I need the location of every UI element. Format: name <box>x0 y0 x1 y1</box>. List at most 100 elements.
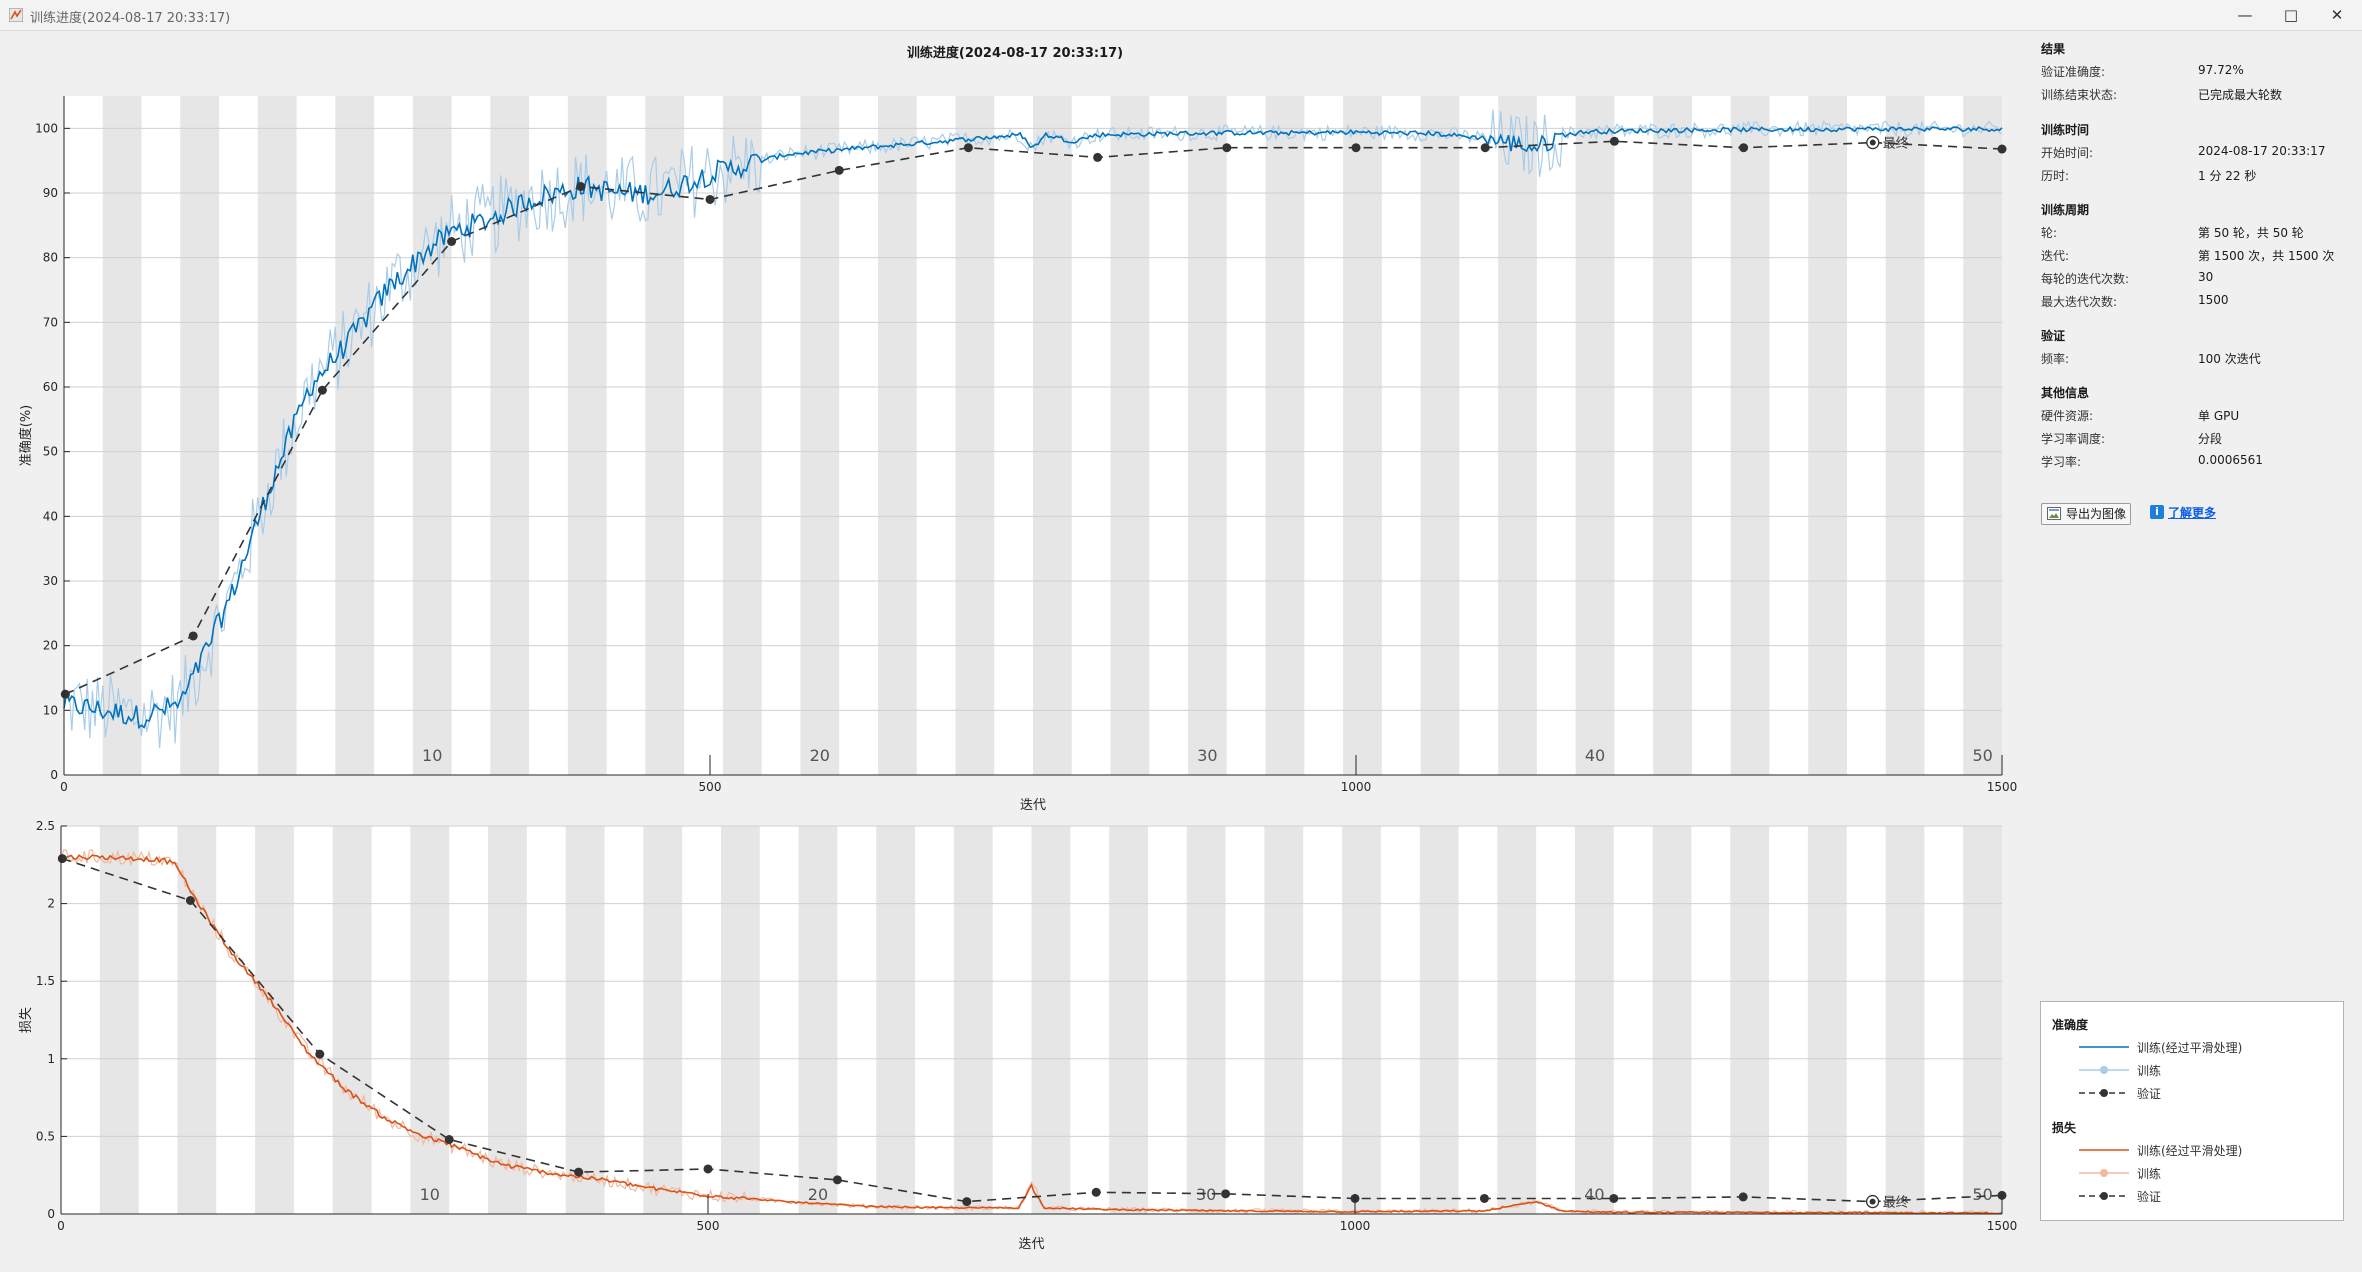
lr-schedule-label: 学习率调度: <box>2041 432 2106 446</box>
acc-epoch-band <box>1033 96 1072 775</box>
acc-epoch-label: 30 <box>1197 746 1217 765</box>
loss-epoch-band <box>720 826 760 1214</box>
loss-epoch-label: 50 <box>1972 1185 1992 1204</box>
legend: 准确度 训练(经过平滑处理) 训练 验证 损失 训练(经过平滑处理) 训练 验证 <box>2040 1001 2344 1221</box>
acc-epoch-band <box>1188 96 1227 775</box>
maximize-icon: □ <box>2283 6 2299 24</box>
export-image-button[interactable]: 导出为图像 <box>2041 503 2131 525</box>
acc-y-tick-label: 20 <box>43 639 58 653</box>
training-charts: 训练进度(2024-08-17 20:33:17)10 20 30 40 50最终010… <box>18 45 2017 1252</box>
acc-epoch-band <box>1963 96 2002 775</box>
loss-epoch-band <box>410 826 450 1214</box>
acc-validation-point <box>834 165 844 175</box>
loss-validation-point <box>1609 1193 1619 1203</box>
acc-epoch-band <box>1420 96 1460 775</box>
end-state-value: 已完成最大轮数 <box>2198 88 2283 102</box>
acc-epoch-band <box>722 96 762 775</box>
window-title: 训练进度(2024-08-17 20:33:17) <box>30 11 231 26</box>
acc-train-smoothed-line <box>63 125 2003 730</box>
matlab-icon <box>9 8 23 22</box>
legend-accuracy-smoothed-label: 训练(经过平滑处理) <box>2137 1041 2243 1055</box>
acc-validation-point <box>705 194 715 204</box>
acc-validation-point <box>1480 143 1490 153</box>
loss-epoch-band <box>1574 826 1614 1214</box>
maximize-button[interactable]: □ <box>2268 0 2314 30</box>
acc-validation-point <box>1222 143 1232 153</box>
loss-epoch-band <box>488 826 527 1214</box>
iterations-per-epoch-label: 每轮的迭代次数: <box>2041 272 2130 286</box>
loss-epoch-label: 40 <box>1584 1185 1604 1204</box>
title-bar: 训练进度(2024-08-17 20:33:17) — □ ✕ <box>0 0 2362 31</box>
image-export-icon <box>2047 507 2061 520</box>
loss-epoch-band <box>1109 826 1148 1214</box>
validation-accuracy-label: 验证准确度: <box>2041 65 2106 79</box>
loss-epoch-band <box>1652 826 1692 1214</box>
acc-y-axis-label: 准确度(%) <box>18 405 34 467</box>
legend-loss-smoothed-swatch <box>2079 1149 2129 1151</box>
acc-final-label: 最终 <box>1883 136 1909 152</box>
loss-y-tick-label: 2 <box>47 897 55 911</box>
acc-y-tick-label: 80 <box>43 251 58 265</box>
minimize-button[interactable]: — <box>2222 0 2268 30</box>
elapsed-label: 历时: <box>2041 169 2070 183</box>
loss-validation-point <box>703 1164 713 1174</box>
acc-validation-point <box>317 385 327 395</box>
loss-epoch-band <box>1342 826 1381 1214</box>
acc-epoch-band <box>1498 96 1537 775</box>
loss-final-marker-dot <box>1869 1198 1876 1205</box>
acc-epoch-band <box>490 96 530 775</box>
acc-epoch-band <box>1808 96 1847 775</box>
plot-panel: 训练进度(2024-08-17 20:33:17) 10 20 30 40 50 最终 0 10… <box>0 31 2030 1272</box>
minimize-icon: — <box>2237 6 2253 24</box>
training-cycle-title: 训练周期 <box>2041 203 2090 217</box>
loss-validation-point <box>185 895 195 905</box>
acc-x-tick-label: 0 <box>60 780 68 794</box>
loss-validation-point <box>1221 1189 1231 1199</box>
acc-y-tick-label: 50 <box>43 445 58 459</box>
legend-accuracy-smoothed-swatch <box>2079 1046 2129 1048</box>
close-button[interactable]: ✕ <box>2314 0 2360 30</box>
legend-accuracy-validation-label: 验证 <box>2137 1087 2162 1101</box>
legend-loss-train-swatch <box>2079 1169 2129 1177</box>
acc-epoch-label: 50 <box>1972 746 1992 765</box>
export-image-label: 导出为图像 <box>2066 507 2127 521</box>
loss-validation-point <box>574 1167 584 1177</box>
epoch-label: 轮: <box>2041 226 2058 240</box>
acc-validation-point <box>963 143 973 153</box>
results-title: 结果 <box>2041 42 2066 56</box>
legend-accuracy-train-swatch <box>2079 1066 2129 1074</box>
acc-epoch-band <box>1265 96 1305 775</box>
loss-y-tick-label: 1 <box>47 1052 55 1066</box>
acc-epoch-band <box>567 96 607 775</box>
acc-epoch-band <box>1730 96 1770 775</box>
other-info-title: 其他信息 <box>2041 386 2090 400</box>
acc-y-tick-label: 40 <box>43 509 58 523</box>
loss-y-tick-label: 1.5 <box>36 974 55 988</box>
acc-epoch-band <box>1885 96 1925 775</box>
legend-accuracy-title: 准确度 <box>2052 1018 2089 1032</box>
acc-validation-point <box>60 689 70 699</box>
figure-title: 训练进度(2024-08-17 20:33:17) <box>907 45 1123 61</box>
loss-epoch-band <box>1963 826 2002 1214</box>
loss-train-smoothed-line <box>60 854 2003 1215</box>
acc-epoch-band <box>955 96 995 775</box>
loss-validation-point <box>57 854 67 864</box>
learn-more-link[interactable]: 了解更多 <box>2168 506 2217 520</box>
iteration-label: 迭代: <box>2041 249 2070 263</box>
loss-x-tick-label: 500 <box>697 1219 720 1233</box>
loss-epoch-band <box>1264 826 1304 1214</box>
loss-epoch-band <box>565 826 605 1214</box>
acc-epoch-label: 20 <box>810 746 830 765</box>
loss-epoch-band <box>1419 826 1459 1214</box>
training-time-title: 训练时间 <box>2041 123 2090 137</box>
acc-x-axis-label: 迭代 <box>1020 798 1046 813</box>
acc-epoch-band <box>1653 96 1692 775</box>
acc-y-tick-label: 90 <box>43 186 58 200</box>
acc-epoch-label: 10 <box>422 746 442 765</box>
info-icon[interactable]: i <box>2150 505 2164 519</box>
iterations-per-epoch-value: 30 <box>2198 270 2214 284</box>
loss-epoch-band <box>953 826 993 1214</box>
loss-epoch-band <box>1885 826 1925 1214</box>
loss-validation-point <box>315 1049 325 1059</box>
